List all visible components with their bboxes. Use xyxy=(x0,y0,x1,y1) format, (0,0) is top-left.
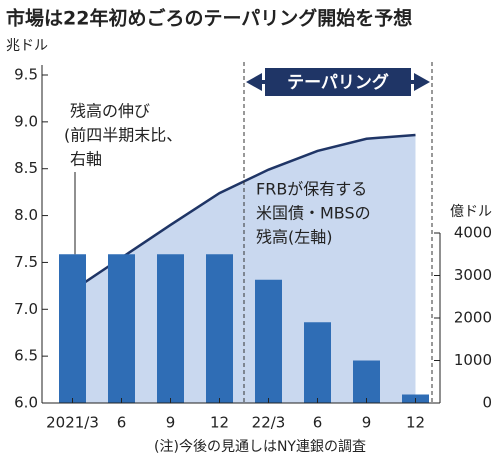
y2-tick-label: 1000 xyxy=(454,351,492,369)
x-tick-label: 12 xyxy=(406,414,425,432)
footnote: (注)今後の見通しはNY連銀の調査 xyxy=(154,439,366,455)
bar-annotation: 右軸 xyxy=(70,150,102,169)
bar xyxy=(59,254,86,403)
area-annotation: 米国債・MBSの xyxy=(256,204,371,223)
bar xyxy=(157,254,184,403)
x-tick-label: 6 xyxy=(313,414,323,432)
taper-arrow-shaft xyxy=(260,80,416,84)
bar-annotation: (前四半期末比、 xyxy=(64,126,182,145)
taper-arrow xyxy=(414,73,430,91)
x-tick-label: 12 xyxy=(210,414,229,432)
y2-tick-label: 0 xyxy=(482,394,492,412)
y-tick-label: 8.0 xyxy=(14,206,38,224)
bar-annotation: 残高の伸び xyxy=(70,102,150,121)
chart-title: 市場は22年初めごろのテーパリング開始を予想 xyxy=(6,7,412,30)
y-tick-label: 9.5 xyxy=(14,66,38,84)
y-tick-label: 8.5 xyxy=(14,159,38,177)
y-axis-label: 兆ドル xyxy=(6,38,48,54)
y-tick-label: 6.0 xyxy=(14,394,38,412)
bar xyxy=(206,254,233,403)
bar xyxy=(353,360,380,403)
x-tick-label: 9 xyxy=(362,414,372,432)
area-annotation: 残高(左軸) xyxy=(256,228,333,247)
y-tick-label: 6.5 xyxy=(14,347,38,365)
bar xyxy=(304,322,331,403)
y2-tick-label: 2000 xyxy=(454,309,492,327)
bar xyxy=(255,279,282,403)
taper-label: テーパリング xyxy=(287,72,389,93)
y2-tick-label: 4000 xyxy=(454,224,492,242)
y-tick-label: 7.0 xyxy=(14,300,38,318)
y-tick-label: 9.0 xyxy=(14,112,38,130)
area-annotation: FRBが保有する xyxy=(256,180,367,199)
x-tick-label: 22/3 xyxy=(252,414,286,432)
bar xyxy=(108,254,135,403)
x-tick-label: 2021/3 xyxy=(46,414,99,432)
x-tick-label: 9 xyxy=(166,414,176,432)
y2-axis-label: 億ドル xyxy=(450,204,492,220)
x-tick-label: 6 xyxy=(117,414,127,432)
y2-tick-label: 3000 xyxy=(454,266,492,284)
y-tick-label: 7.5 xyxy=(14,253,38,271)
